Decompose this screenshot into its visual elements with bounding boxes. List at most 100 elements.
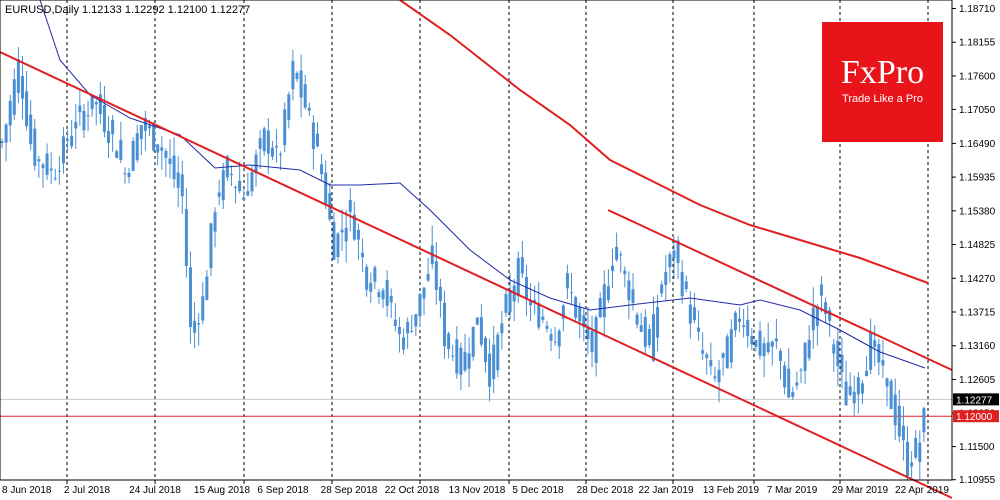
candle-body	[307, 107, 311, 111]
x-tick-label: 28 Dec 2018	[577, 485, 634, 496]
candle-body	[615, 246, 619, 260]
candle-body	[66, 139, 70, 141]
candle-body	[41, 164, 45, 169]
candle-body	[119, 139, 123, 160]
candle-body	[102, 104, 106, 132]
fxpro-logo: FxPro Trade Like a Pro	[822, 22, 943, 142]
candle-body	[672, 250, 676, 259]
candle-body	[258, 138, 262, 149]
candle-body	[893, 394, 897, 426]
candle-body	[799, 369, 803, 371]
candle-body	[447, 333, 451, 350]
candle-body	[619, 254, 623, 256]
axis-price-labels: 1.12277 1.12000	[953, 393, 999, 423]
candle-body	[750, 336, 754, 345]
candle-body	[709, 360, 713, 367]
candle-body	[443, 302, 447, 347]
candle-body	[844, 381, 848, 406]
candle-body	[205, 276, 209, 301]
x-tick-label: 13 Nov 2018	[449, 485, 506, 496]
candle-body	[520, 257, 524, 274]
candle-body	[742, 325, 746, 328]
logo-tagline: Trade Like a Pro	[842, 93, 923, 105]
candle-body	[664, 272, 668, 285]
candle-body	[270, 147, 274, 157]
candle-body	[479, 317, 483, 345]
candle-body	[90, 95, 94, 110]
y-tick-label: 1.18155	[959, 38, 996, 49]
candle-body	[832, 344, 836, 354]
candle-body	[414, 314, 418, 327]
candle-body	[803, 342, 807, 371]
candle-body	[295, 73, 299, 80]
candle-body	[332, 222, 336, 260]
candle-body	[365, 266, 369, 290]
candle-body	[111, 119, 115, 135]
x-tick-label: 8 Jun 2018	[2, 485, 52, 496]
long-moving-average-line	[399, 0, 929, 284]
x-tick-label: 15 Aug 2018	[194, 485, 251, 496]
candle-body	[770, 341, 774, 347]
candle-body	[828, 309, 832, 321]
candle-body	[123, 173, 127, 175]
candle-body	[82, 110, 86, 131]
candle-body	[299, 70, 303, 98]
candle-body	[729, 329, 733, 363]
candle-body	[914, 437, 918, 458]
x-tick-label: 7 Mar 2019	[767, 485, 818, 496]
candle-body	[266, 130, 270, 154]
candle-body	[402, 337, 406, 350]
candle-body	[733, 312, 737, 331]
candle-body	[606, 286, 610, 300]
candle-body	[705, 354, 709, 358]
last-price-label-bg	[953, 393, 999, 406]
candle-body	[738, 318, 742, 322]
candle-body	[152, 123, 156, 151]
y-tick-label: 1.15380	[959, 206, 996, 217]
candle-body	[701, 350, 705, 354]
candle-body	[16, 59, 20, 93]
x-tick-label: 2 Jul 2018	[64, 485, 111, 496]
candle-body	[381, 290, 385, 300]
candle-body	[692, 307, 696, 321]
candle-body	[275, 146, 279, 148]
x-tick-label: 22 Jan 2019	[638, 485, 693, 496]
candle-body	[611, 265, 615, 272]
candle-body	[254, 154, 258, 174]
candle-body	[86, 115, 90, 117]
candle-body	[795, 382, 799, 386]
plot-frame	[0, 0, 953, 481]
candle-body	[426, 274, 430, 281]
candle-body	[488, 353, 492, 387]
y-tick-label: 1.14825	[959, 240, 996, 251]
candle-body	[422, 287, 426, 299]
candle-body	[176, 172, 180, 188]
candle-body	[631, 289, 635, 303]
candle-body	[234, 186, 238, 188]
candle-body	[406, 321, 410, 334]
candle-body	[361, 252, 365, 258]
candle-body	[385, 279, 389, 306]
candle-body	[721, 353, 725, 358]
candle-body	[529, 300, 533, 306]
x-tick-label: 22 Apr 2019	[895, 485, 949, 496]
x-tick-label: 29 Mar 2019	[832, 485, 889, 496]
candle-body	[352, 214, 356, 240]
candle-body	[647, 329, 651, 346]
candlesticks	[0, 47, 926, 481]
candle-body	[340, 229, 344, 233]
candle-body	[545, 325, 549, 329]
candle-body	[910, 462, 914, 467]
y-tick-label: 1.13160	[959, 341, 996, 352]
candle-body	[283, 109, 287, 146]
candle-body	[373, 267, 377, 282]
candle-body	[164, 151, 168, 158]
candle-body	[143, 118, 147, 131]
candle-body	[33, 128, 37, 166]
y-tick-label: 1.12605	[959, 375, 996, 386]
candle-body	[713, 376, 717, 379]
candle-body	[238, 180, 242, 192]
candle-body	[127, 172, 131, 178]
candle-body	[49, 168, 53, 171]
candle-body	[172, 155, 176, 180]
